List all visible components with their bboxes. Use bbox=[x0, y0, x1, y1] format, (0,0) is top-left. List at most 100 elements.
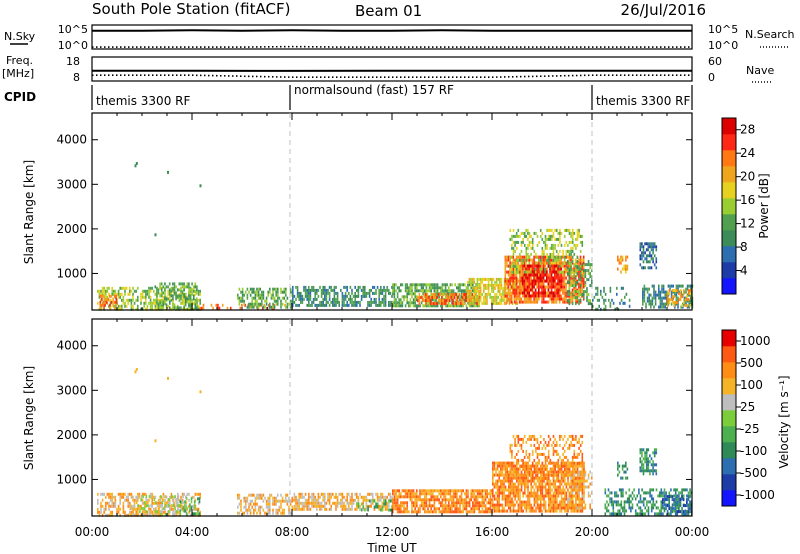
velocity-cell-894 bbox=[411, 498, 413, 502]
velocity-cell-754 bbox=[378, 507, 380, 511]
power-cell-2417 bbox=[575, 261, 577, 265]
power-cell-1387 bbox=[487, 289, 490, 293]
power-cell-1532 bbox=[507, 273, 510, 277]
velocity-cell-1087 bbox=[459, 498, 461, 502]
power-cell-652 bbox=[311, 285, 313, 289]
power-cell-42 bbox=[113, 292, 115, 296]
power-cell-2746 bbox=[624, 295, 626, 299]
power-cell-2701 bbox=[591, 281, 593, 285]
power-cell-575 bbox=[281, 290, 284, 294]
velocity-cell-932 bbox=[420, 498, 423, 502]
power-cell-2128 bbox=[581, 276, 583, 280]
power-cell-1662 bbox=[523, 258, 526, 262]
power-cell-2241 bbox=[531, 240, 534, 244]
velocity-cell-1256 bbox=[495, 509, 497, 513]
power-cell-2451 bbox=[523, 288, 526, 292]
power-cell-699 bbox=[327, 291, 329, 295]
velocity-cell-839 bbox=[395, 507, 397, 511]
power-cell-2326 bbox=[554, 228, 556, 232]
velocity-cell-267 bbox=[129, 504, 132, 508]
velocity-cell-624 bbox=[322, 495, 324, 499]
power-cell-865 bbox=[392, 289, 394, 293]
power-cell-2822 bbox=[652, 257, 654, 261]
power-cell-2714 bbox=[596, 307, 599, 311]
power-cell-1316 bbox=[470, 283, 472, 287]
velocity-cell-613 bbox=[317, 501, 320, 505]
power-cell-724 bbox=[335, 303, 337, 307]
velocity-cell-1683 bbox=[546, 470, 548, 474]
power-cell-2795 bbox=[645, 242, 648, 246]
velocity-cell-463 bbox=[259, 508, 261, 512]
power-cell-2536 bbox=[544, 273, 546, 277]
power-cell-1925 bbox=[555, 297, 558, 301]
velocity-cell-322 bbox=[159, 504, 162, 508]
velocity-cell-616 bbox=[319, 501, 321, 505]
nave-label: Nave bbox=[746, 64, 774, 77]
velocity-cell-1149 bbox=[475, 495, 477, 499]
velocity-cell-1235 bbox=[493, 464, 496, 468]
power-cell-1255 bbox=[453, 302, 456, 306]
velocity-cell-125 bbox=[141, 498, 144, 502]
velocity-cell-325 bbox=[161, 498, 164, 502]
velocity-cell-1141 bbox=[473, 492, 476, 496]
power-cell-370 bbox=[173, 306, 176, 310]
power-cell-2871 bbox=[654, 290, 657, 294]
velocity-cell-1742 bbox=[552, 491, 555, 495]
power-cell-694 bbox=[325, 294, 328, 298]
velocity-cell-740 bbox=[372, 492, 374, 496]
power-cell-104 bbox=[137, 286, 139, 290]
power-cell-1219 bbox=[433, 302, 435, 306]
power-cell-1972 bbox=[562, 276, 564, 280]
velocity-cell-554 bbox=[296, 504, 299, 508]
power-cell-1392 bbox=[489, 295, 491, 299]
velocity-cell-571 bbox=[303, 495, 305, 499]
power-cell-2511 bbox=[538, 276, 540, 280]
velocity-cell-273 bbox=[132, 507, 135, 511]
velocity-cell-74 bbox=[124, 492, 126, 496]
velocity-cell-546 bbox=[293, 507, 296, 511]
velocity-cell-519 bbox=[281, 511, 284, 515]
power-cell-2892 bbox=[661, 296, 663, 300]
power-cell-176 bbox=[161, 301, 163, 305]
power-cell-484 bbox=[246, 296, 249, 300]
power-cell-703 bbox=[328, 294, 331, 298]
power-cell-2316 bbox=[551, 261, 553, 265]
velocity-cell-1365 bbox=[508, 494, 510, 498]
power-cell-504 bbox=[254, 290, 257, 294]
power-cell-411 bbox=[189, 288, 192, 292]
power-cell-500 bbox=[253, 290, 255, 294]
power-cell-116 bbox=[141, 295, 144, 299]
nsky-tick-top: 10^5 bbox=[58, 23, 88, 36]
power-cell-2359 bbox=[560, 255, 563, 259]
power-cell-2238 bbox=[530, 267, 532, 271]
velocity-cell-578 bbox=[304, 504, 307, 508]
power-cell-1341 bbox=[476, 289, 479, 293]
power-cell-2534 bbox=[542, 291, 545, 295]
velocity-cell-799 bbox=[373, 499, 376, 503]
power-cell-1577 bbox=[512, 285, 515, 289]
velocity-cell-1104 bbox=[464, 492, 466, 496]
power-cell-919 bbox=[408, 304, 410, 308]
power-cell-2243 bbox=[531, 246, 534, 250]
velocity-cell-1409 bbox=[512, 491, 515, 495]
velocity-cell-1396 bbox=[511, 497, 513, 501]
power-cell-2178 bbox=[515, 231, 518, 235]
velocity-cell-1169 bbox=[480, 492, 482, 496]
power-cell-139 bbox=[149, 295, 152, 299]
power-cell-3 bbox=[98, 292, 101, 296]
velocity-cell-1795 bbox=[559, 482, 561, 486]
velocity-heatmap-cells bbox=[97, 368, 693, 517]
power-cell-414 bbox=[189, 300, 192, 304]
power-cell-2232 bbox=[528, 261, 531, 265]
power-cell-1365 bbox=[483, 289, 485, 293]
power-cell-1969 bbox=[562, 264, 564, 268]
velocity-cell-1697 bbox=[548, 482, 550, 486]
velocity-cell-1095 bbox=[460, 498, 463, 502]
power-cell-2554 bbox=[550, 264, 553, 268]
velocity-cell-899 bbox=[412, 489, 415, 493]
velocity-cell-1268 bbox=[496, 500, 499, 504]
power-cell-2682 bbox=[587, 260, 590, 264]
power-cell-778 bbox=[357, 288, 360, 292]
power-cell-739 bbox=[343, 297, 345, 301]
velocity-cell-43 bbox=[111, 504, 113, 508]
